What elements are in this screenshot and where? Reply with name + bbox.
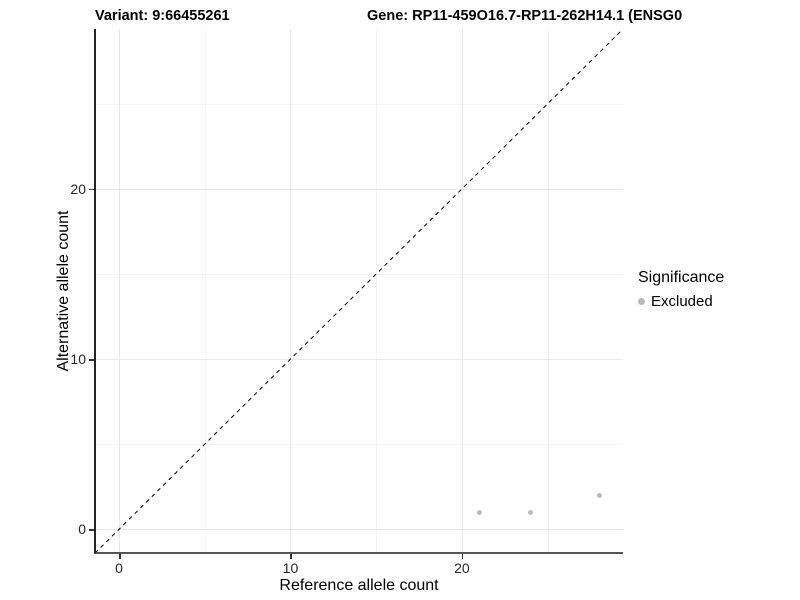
x-minor-gridline [547,29,549,553]
plot-panel [94,28,624,554]
x-tick-label: 10 [282,560,299,576]
legend-item: Excluded [638,293,724,310]
y-minor-gridline [95,444,623,446]
x-tick-mark [119,554,121,559]
x-minor-gridline [204,29,206,553]
y-axis-title: Alternative allele count [55,210,72,372]
variant-title: Variant: 9:66455261 [95,8,230,24]
y-tick-label: 20 [70,180,86,197]
y-major-gridline [95,188,623,190]
y-tick-label: 10 [70,351,86,368]
y-minor-gridline [95,274,623,275]
y-tick-mark [89,529,94,531]
x-tick-label: 20 [454,560,470,576]
y-major-gridline [95,359,623,361]
x-axis-title: Reference allele count [279,577,439,594]
x-tick-mark [290,554,292,559]
legend-item-label: Excluded [651,293,713,310]
data-point [528,509,534,515]
legend-items: Excluded [638,293,724,310]
y-axis-line [94,29,96,553]
gene-title: Gene: RP11-459O16.7-RP11-262H14.1 (ENSG0 [367,8,683,24]
data-point [596,492,602,498]
identity-dashed-line [94,28,624,554]
legend-key-dot [638,298,645,305]
x-minor-gridline [376,29,378,553]
x-major-gridline [461,29,463,553]
x-major-gridline [119,29,120,553]
legend: Significance Excluded [638,269,724,310]
y-tick-mark [89,188,94,191]
x-axis-line [94,552,623,554]
x-tick-label: 0 [115,560,123,576]
legend-title: Significance [638,269,725,286]
data-point [476,509,482,515]
x-major-gridline [290,29,292,553]
y-tick-label: 0 [78,521,86,538]
x-tick-mark [461,554,464,559]
y-minor-gridline [95,103,623,105]
y-major-gridline [95,529,623,531]
y-tick-mark [89,359,94,361]
